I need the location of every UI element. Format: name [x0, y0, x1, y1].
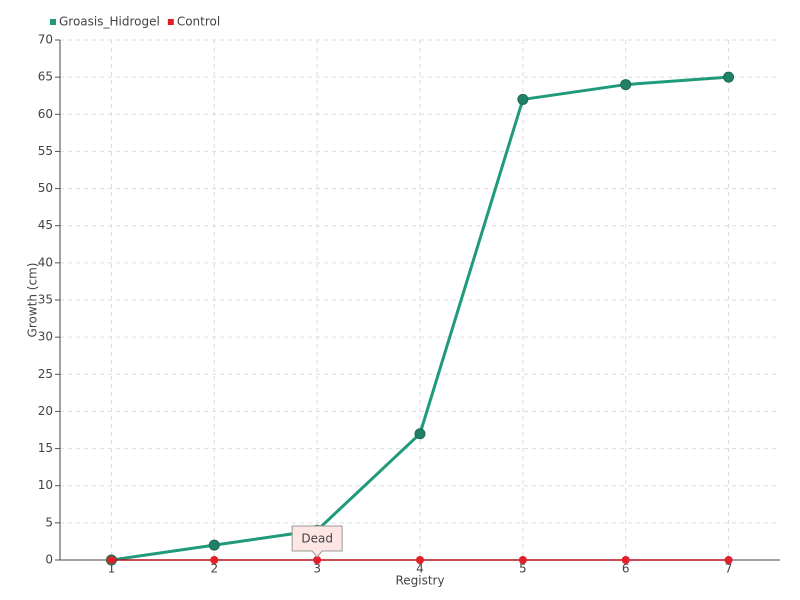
- legend-label: Control: [177, 15, 220, 29]
- series-line: [111, 75, 729, 562]
- data-point: [208, 539, 220, 551]
- x-tick-label: 4: [416, 562, 424, 576]
- x-axis-title: Registry: [395, 574, 444, 588]
- data-point: [621, 556, 630, 564]
- x-tick-label: 5: [519, 562, 527, 576]
- y-tick-label: 50: [38, 181, 53, 195]
- data-point: [210, 556, 219, 564]
- y-tick-label: 60: [38, 107, 53, 121]
- y-tick-label: 70: [38, 33, 53, 47]
- data-point: [313, 556, 322, 564]
- y-tick-label: 55: [38, 144, 53, 158]
- data-point: [414, 428, 426, 440]
- x-tick-label: 6: [622, 562, 630, 576]
- annotation: Dead: [291, 525, 343, 558]
- legend-swatch: [50, 19, 56, 25]
- x-tick-label: 3: [313, 562, 321, 576]
- x-tick-label: 2: [210, 562, 218, 576]
- y-tick-label: 0: [45, 553, 53, 567]
- y-tick-label: 25: [38, 367, 53, 381]
- legend-swatch: [167, 19, 174, 25]
- y-tick-label: 5: [45, 515, 53, 529]
- x-tick-label: 7: [725, 562, 733, 576]
- data-point: [416, 556, 424, 564]
- data-point: [620, 79, 632, 91]
- data-point: [107, 556, 116, 564]
- y-axis-title: Growth (cm): [26, 263, 40, 338]
- y-tick-label: 40: [38, 255, 53, 269]
- annotation-text: Dead: [301, 532, 333, 546]
- y-tick-label: 45: [38, 218, 53, 232]
- annotation-box: [291, 525, 343, 558]
- y-tick-label: 15: [38, 441, 53, 455]
- legend-label: Groasis_Hidrogel: [59, 15, 160, 29]
- data-point: [518, 556, 527, 564]
- y-tick-label: 65: [38, 70, 53, 84]
- y-tick-label: 30: [38, 330, 53, 344]
- y-tick-label: 20: [38, 404, 53, 418]
- x-tick-label: 1: [108, 562, 116, 576]
- data-point: [723, 71, 735, 83]
- data-point: [517, 93, 529, 105]
- data-point: [724, 556, 733, 564]
- y-tick-label: 35: [38, 293, 53, 307]
- y-tick-label: 10: [38, 478, 53, 492]
